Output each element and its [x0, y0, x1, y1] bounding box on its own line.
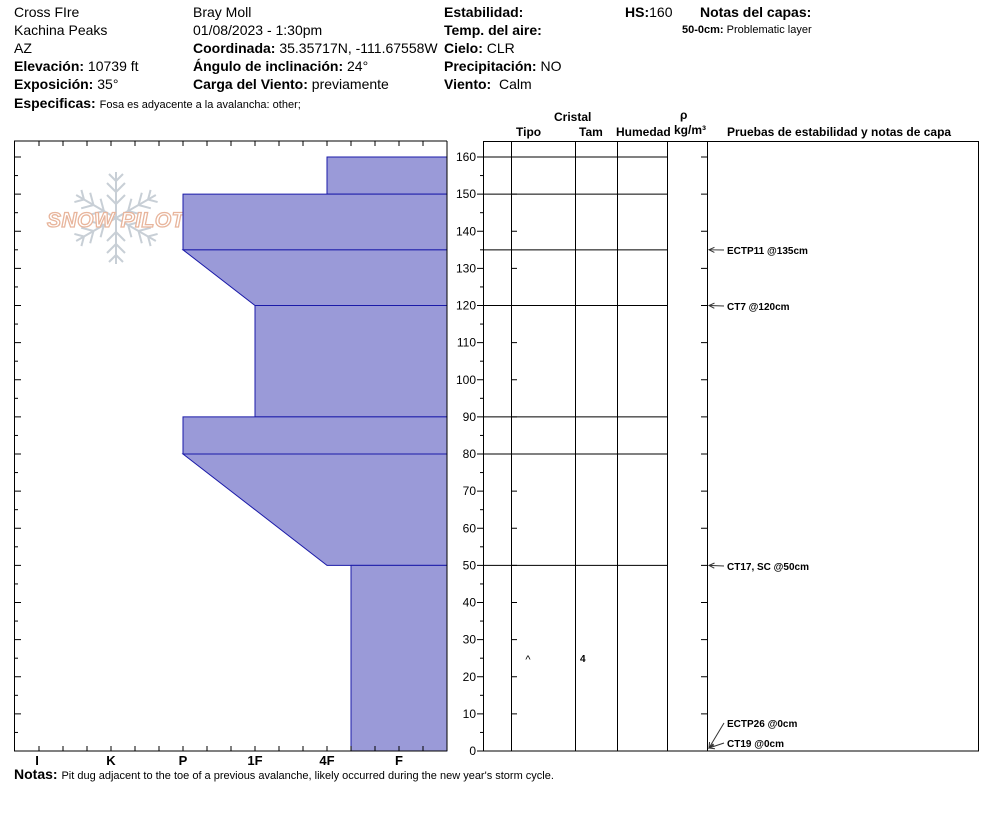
layer-5 — [181, 453, 448, 566]
hardness-label-P: P — [179, 753, 188, 768]
stability-test-1-head — [707, 302, 715, 309]
col-tam: Tam — [579, 125, 603, 139]
depth-label-40: 40 — [463, 596, 477, 610]
hs-value: 160 — [649, 4, 673, 20]
depth-label-50: 50 — [463, 558, 477, 572]
incline-value: 24° — [347, 58, 369, 74]
depth-label-80: 80 — [463, 447, 477, 461]
hardness-label-F: F — [395, 753, 403, 768]
specifics-label: Especificas: — [14, 95, 96, 111]
elevation: Elevación: 10739 ft — [14, 58, 139, 75]
observer: Bray Moll — [193, 4, 252, 20]
stability-test-3-line — [708, 722, 725, 749]
stability-test-0-label: ECTP11 @135cm — [727, 246, 808, 257]
crystal-size: 4 — [580, 654, 586, 665]
stability-test-2-head — [707, 562, 715, 569]
layer-note: 50-0cm: Problematic layer — [682, 24, 812, 37]
notes-label: Notas: — [14, 766, 58, 782]
depth-label-120: 120 — [456, 299, 476, 313]
specifics-value: Fosa es adyacente a la avalancha: other; — [99, 99, 301, 111]
layer-2 — [181, 249, 448, 306]
incline: Ángulo de inclinación: 24° — [193, 58, 368, 75]
depth-label-20: 20 — [463, 670, 477, 684]
layer-0 — [326, 156, 448, 195]
datetime: 01/08/2023 - 1:30pm — [193, 22, 323, 38]
wind-value: Calm — [498, 76, 532, 92]
depth-label-130: 130 — [456, 261, 476, 275]
col-humedad: Humedad — [616, 125, 671, 139]
stability-test-1-label: CT7 @120cm — [727, 302, 790, 313]
stability-test-3-label: ECTP26 @0cm — [727, 719, 797, 730]
sky-label: Cielo: — [444, 40, 483, 56]
specifics: Especificas: Fosa es adyacente a la aval… — [14, 95, 301, 112]
layer-note-range: 50-0cm: — [682, 24, 724, 36]
notes: Notas: Pit dug adjacent to the toe of a … — [14, 766, 554, 783]
coord-label: Coordinada: — [193, 40, 276, 56]
hs-label: HS: — [625, 4, 650, 20]
location: Kachina Peaks — [14, 22, 108, 38]
depth-label-90: 90 — [463, 410, 477, 424]
depth-label-70: 70 — [463, 484, 477, 498]
hardness-label-4F: 4F — [319, 753, 334, 768]
elevation-label: Elevación: — [14, 58, 85, 74]
data-table-frame — [483, 141, 979, 752]
incline-label: Ángulo de inclinación: — [193, 58, 344, 74]
sky: Cielo: CLR — [444, 40, 515, 57]
layer-3 — [254, 305, 448, 418]
stability-test-4-line — [708, 742, 725, 749]
col-tipo: Tipo — [516, 125, 542, 139]
depth-label-60: 60 — [463, 521, 477, 535]
col-tests: Pruebas de estabilidad y notas de capa — [727, 125, 952, 139]
depth-label-160: 160 — [456, 150, 476, 164]
wind-load-label: Carga del Viento: — [193, 76, 308, 92]
wind-label: Viento: — [444, 76, 492, 92]
aspect-value: 35° — [97, 76, 119, 92]
layer-note-text: Problematic layer — [726, 24, 812, 36]
notes-text: Pit dug adjacent to the toe of a previou… — [61, 770, 554, 782]
hardness-label-I: I — [35, 753, 39, 768]
aspect: Exposición: 35° — [14, 76, 118, 93]
precip-value: NO — [540, 58, 562, 74]
depth-label-30: 30 — [463, 633, 477, 647]
depth-label-100: 100 — [456, 373, 476, 387]
stability-test-4-label: CT19 @0cm — [727, 739, 784, 750]
stability-test-0-head — [707, 246, 715, 253]
wind-load: Carga del Viento: previamente — [193, 76, 389, 93]
depth-label-150: 150 — [456, 187, 476, 201]
depth-label-110: 110 — [457, 336, 476, 350]
depth-label-0: 0 — [469, 744, 476, 758]
col-density-unit: kg/m³ — [674, 123, 707, 137]
hs: HS:160 — [625, 4, 672, 21]
hardness-label-K: K — [106, 753, 116, 768]
precip-label: Precipitación: — [444, 58, 537, 74]
elevation-value: 10739 ft — [87, 58, 139, 74]
crystal-type: ^ — [525, 654, 531, 666]
hardness-label-1F: 1F — [247, 753, 262, 768]
air-temp-label: Temp. del aire: — [444, 22, 542, 38]
col-cristal: Cristal — [554, 110, 592, 124]
stability-test-2-label: CT17, SC @50cm — [727, 562, 809, 573]
stability-test-4-head — [707, 743, 716, 750]
wind-load-value: previamente — [311, 76, 389, 92]
stability-test-2-line — [708, 564, 725, 567]
aspect-label: Exposición: — [14, 76, 94, 92]
state: AZ — [14, 40, 32, 56]
wind: Viento: Calm — [444, 76, 532, 93]
pit-name: Cross FIre — [14, 4, 80, 20]
precip: Precipitación: NO — [444, 58, 561, 75]
layer-4 — [182, 416, 448, 455]
stability-test-1-line — [708, 305, 725, 307]
col-rho: ρ — [680, 108, 688, 122]
layer-notes-label: Notas del capas: — [700, 4, 812, 20]
coord-value: 35.35717N, -111.67558W — [279, 40, 438, 56]
depth-label-140: 140 — [456, 224, 476, 238]
depth-label-10: 10 — [463, 707, 477, 721]
layer-1 — [182, 193, 448, 251]
sky-value: CLR — [486, 40, 515, 56]
layer-6 — [350, 564, 448, 752]
coordinates: Coordinada: 35.35717N, -111.67558W — [193, 40, 438, 57]
stability-label: Estabilidad: — [444, 4, 524, 20]
